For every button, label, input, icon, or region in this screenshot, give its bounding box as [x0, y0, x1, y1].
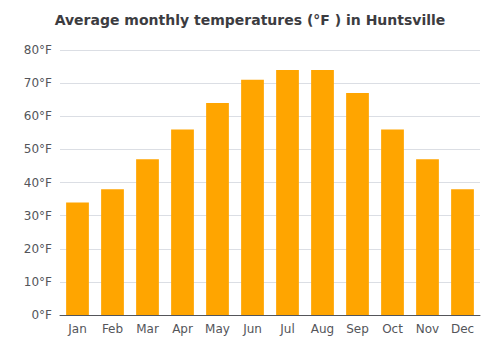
svg-text:Dec: Dec — [451, 322, 474, 336]
svg-text:50°F: 50°F — [24, 142, 52, 156]
svg-text:Jan: Jan — [67, 322, 87, 336]
svg-text:0°F: 0°F — [31, 308, 52, 322]
svg-text:80°F: 80°F — [24, 43, 52, 57]
svg-text:Mar: Mar — [136, 322, 159, 336]
svg-text:60°F: 60°F — [24, 109, 52, 123]
svg-text:Aug: Aug — [311, 322, 334, 336]
svg-text:Apr: Apr — [172, 322, 193, 336]
svg-text:Nov: Nov — [416, 322, 439, 336]
svg-text:Average monthly temperatures (: Average monthly temperatures (°F ) in Hu… — [55, 12, 446, 28]
svg-text:30°F: 30°F — [24, 209, 52, 223]
svg-text:Feb: Feb — [102, 322, 123, 336]
svg-text:Oct: Oct — [382, 322, 403, 336]
svg-text:70°F: 70°F — [24, 76, 52, 90]
svg-text:Jul: Jul — [279, 322, 294, 336]
svg-text:10°F: 10°F — [24, 275, 52, 289]
svg-text:40°F: 40°F — [24, 176, 52, 190]
svg-text:20°F: 20°F — [24, 242, 52, 256]
svg-text:Sep: Sep — [346, 322, 369, 336]
svg-text:May: May — [205, 322, 230, 336]
svg-text:Jun: Jun — [242, 322, 262, 336]
